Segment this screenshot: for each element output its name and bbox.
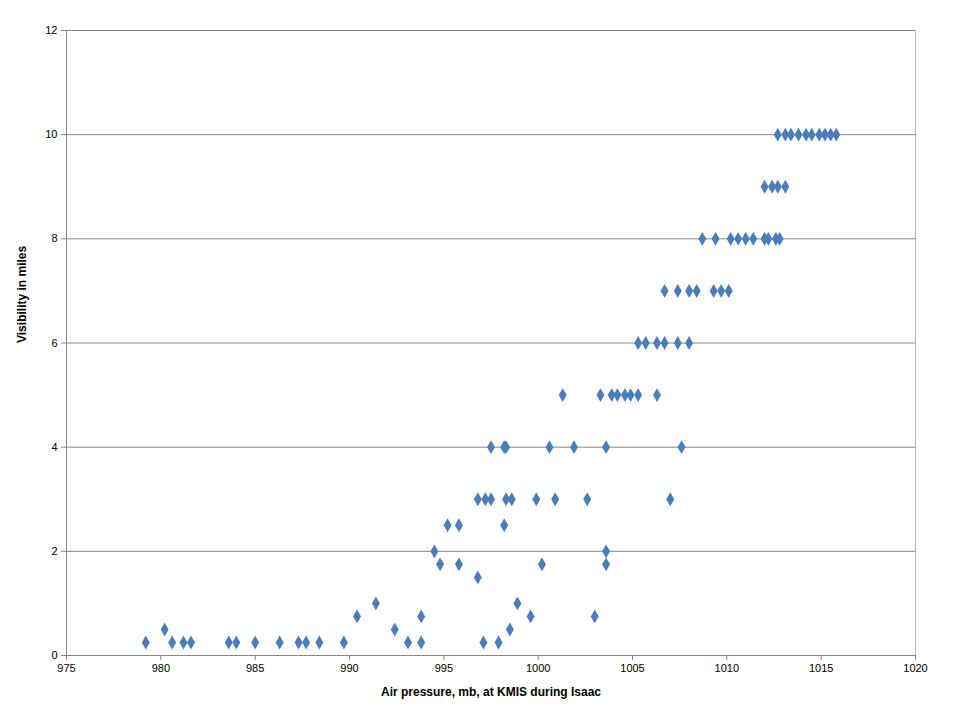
- svg-text:4: 4: [51, 441, 57, 453]
- svg-text:12: 12: [45, 24, 57, 36]
- svg-text:8: 8: [51, 232, 57, 244]
- svg-text:Air pressure, mb, at KMIS duri: Air pressure, mb, at KMIS during Isaac: [381, 685, 601, 699]
- svg-text:995: 995: [435, 662, 453, 674]
- svg-text:2: 2: [51, 545, 57, 557]
- svg-text:980: 980: [152, 662, 170, 674]
- svg-text:1000: 1000: [526, 662, 550, 674]
- svg-text:6: 6: [51, 337, 57, 349]
- svg-text:10: 10: [45, 128, 57, 140]
- svg-text:1005: 1005: [620, 662, 644, 674]
- svg-text:Visibility in miles: Visibility in miles: [15, 246, 29, 343]
- svg-text:1010: 1010: [715, 662, 739, 674]
- svg-text:1015: 1015: [809, 662, 833, 674]
- svg-text:985: 985: [246, 662, 264, 674]
- svg-text:1020: 1020: [903, 662, 927, 674]
- svg-text:990: 990: [340, 662, 358, 674]
- svg-text:975: 975: [57, 662, 75, 674]
- svg-text:0: 0: [51, 649, 57, 661]
